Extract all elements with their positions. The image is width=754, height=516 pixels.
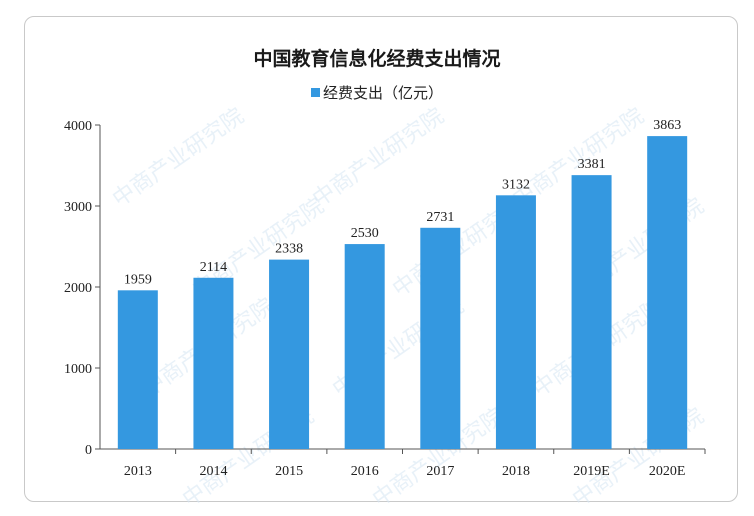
x-tick-label: 2015 [275, 464, 303, 479]
x-tick-label: 2014 [199, 464, 227, 479]
y-tick-label: 1000 [64, 362, 92, 377]
bar-2013 [117, 290, 158, 449]
x-tick-label: 2017 [426, 464, 454, 479]
bar-2019E [571, 175, 612, 449]
y-tick-label: 4000 [64, 119, 92, 134]
x-tick-label: 2013 [124, 464, 152, 479]
x-tick-label: 2018 [502, 464, 530, 479]
x-tick-label: 2019E [573, 464, 610, 479]
bar-2018 [495, 195, 536, 449]
data-label: 3132 [502, 177, 530, 192]
y-tick-label: 0 [85, 443, 92, 458]
y-tick-label: 2000 [64, 281, 92, 296]
chart-title: 中国教育信息化经费支出情况 [253, 48, 501, 70]
bar-2016 [344, 244, 385, 449]
data-label: 2731 [426, 210, 454, 225]
bar-2017 [420, 227, 461, 449]
data-label: 2114 [200, 260, 227, 275]
bar-2020E [647, 136, 688, 450]
legend-label: 经费支出（亿元） [322, 84, 443, 102]
data-label: 3863 [653, 118, 681, 133]
legend-swatch [310, 88, 320, 97]
data-label: 2338 [275, 242, 303, 257]
bar-2014 [193, 277, 234, 449]
legend: 经费支出（亿元） [0, 82, 754, 103]
bar-2015 [269, 259, 310, 449]
x-tick-label: 2016 [351, 464, 379, 479]
data-label: 2530 [351, 226, 379, 241]
data-label: 1959 [124, 272, 152, 287]
data-label: 3381 [578, 157, 606, 172]
y-tick-label: 3000 [64, 200, 92, 215]
x-tick-label: 2020E [649, 464, 686, 479]
